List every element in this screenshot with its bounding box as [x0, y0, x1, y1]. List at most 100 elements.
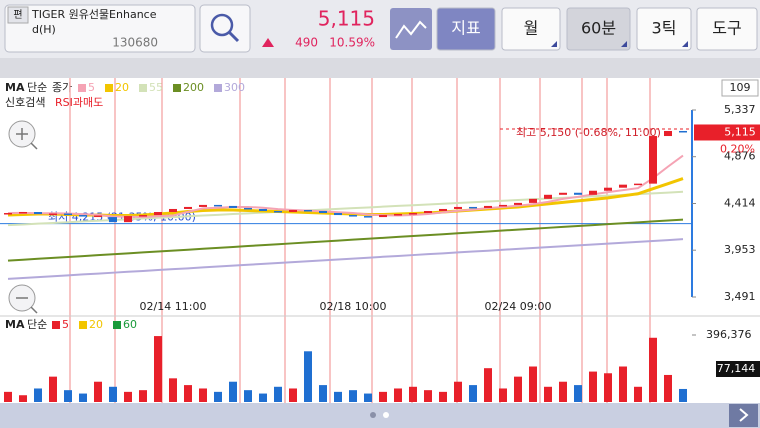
legend-label: 55: [149, 81, 163, 94]
change-pct: 10.59%: [329, 36, 375, 50]
chart-type-button[interactable]: [390, 8, 432, 50]
candle: [529, 198, 537, 203]
legend-swatch: [52, 321, 60, 329]
y-tick-label: 4,876: [724, 150, 756, 163]
candle: [574, 192, 582, 195]
dropdown-mark: [551, 41, 557, 47]
volume-bar: [139, 390, 147, 402]
volume-bar: [349, 390, 357, 402]
toolbar-button[interactable]: [636, 7, 692, 51]
volume-bar: [124, 391, 132, 402]
volume-bar: [199, 388, 207, 402]
x-tick-label: 02/18 10:00: [320, 300, 387, 313]
legend-label: 60: [123, 318, 137, 331]
volume-bar: [544, 386, 552, 402]
candle: [4, 213, 12, 215]
dropdown-mark: [682, 41, 688, 47]
candle: [124, 216, 132, 223]
zoom-out-icon: [16, 297, 38, 314]
candle: [484, 205, 492, 208]
volume-bar: [49, 376, 57, 402]
legend-swatch: [173, 84, 181, 92]
tab-box[interactable]: [7, 6, 29, 24]
legend-swatch: [113, 321, 121, 329]
chart-type-icon: [395, 20, 427, 39]
volume-bar: [289, 388, 297, 402]
toolbar-strip: [0, 58, 760, 78]
current-price: 5,115: [724, 125, 756, 138]
button-group: 지표 월 60분 3틱 도구: [436, 7, 758, 51]
ma-legend-source: 종가: [52, 81, 72, 94]
volume-bar: [439, 391, 447, 402]
vol-legend-mode: 단순: [27, 318, 47, 331]
volume-bar: [109, 386, 117, 402]
toolbar-button[interactable]: [501, 7, 561, 51]
candle: [604, 187, 612, 191]
page-dot: [370, 412, 376, 418]
candle: [559, 192, 567, 195]
ma-line: [7, 177, 684, 218]
candle: [649, 136, 657, 184]
symbol-suffix: d(H): [32, 23, 56, 36]
volume-bar: [94, 381, 102, 402]
candle: [289, 209, 297, 213]
y-tick-label: 3,491: [724, 290, 756, 303]
candle: [184, 206, 192, 209]
volume-bar: [79, 393, 87, 402]
badge-box: [721, 79, 759, 97]
next-button[interactable]: [729, 404, 758, 427]
volume-bar: [4, 391, 12, 402]
candle: [319, 210, 327, 214]
badge: 109: [730, 81, 751, 94]
toolbar-button[interactable]: [436, 7, 496, 51]
candle: [619, 184, 627, 188]
volume-bar: [169, 378, 177, 402]
volume-bar: [214, 391, 222, 402]
volume-label: 77,144: [717, 362, 756, 375]
toolbar-button-label: 지표: [451, 19, 480, 38]
candle: [364, 216, 372, 218]
volume-bar: [34, 388, 42, 402]
toolbar-button-label: 월: [524, 19, 539, 38]
candle: [64, 213, 72, 216]
volume-bar: [664, 374, 672, 402]
volume-bar: [529, 366, 537, 402]
candle: [334, 213, 342, 216]
candle: [589, 190, 597, 195]
legend-label: 20: [115, 81, 129, 94]
ma-line: [7, 218, 684, 262]
ma-legend-mode: 단순: [27, 81, 47, 94]
toolbar-button[interactable]: [696, 7, 758, 51]
search-icon: [210, 13, 234, 37]
symbol-box[interactable]: [4, 4, 196, 53]
volume-bar: [454, 381, 462, 402]
volume-bar: [634, 386, 642, 402]
up-arrow: [262, 38, 274, 47]
legend-label: 20: [89, 318, 103, 331]
legend-swatch: [78, 84, 86, 92]
volume-bar: [574, 385, 582, 402]
volume-bar: [259, 393, 267, 402]
current-price-box: [694, 124, 760, 141]
volume-bar: [649, 337, 657, 402]
candle: [79, 215, 87, 217]
price: 5,115: [318, 7, 375, 31]
legend-swatch: [79, 321, 87, 329]
ma-line: [7, 154, 684, 218]
volume-bar: [409, 386, 417, 402]
x-tick-label: 02/24 09:00: [485, 300, 552, 313]
candle: [679, 130, 687, 133]
signal-title: 신호검색: [5, 96, 45, 109]
tab: 편: [13, 9, 22, 21]
candle: [469, 206, 477, 209]
next-icon: [739, 408, 749, 422]
candle: [244, 207, 252, 210]
y-tick-label: 396,376: [706, 328, 752, 341]
y-tick-label: 4,414: [724, 197, 756, 210]
toolbar-button[interactable]: [566, 7, 631, 51]
volume-bar: [619, 366, 627, 402]
volume-bar: [154, 336, 162, 402]
candle: [499, 204, 507, 207]
search-button[interactable]: [199, 4, 251, 53]
candle: [514, 202, 522, 205]
